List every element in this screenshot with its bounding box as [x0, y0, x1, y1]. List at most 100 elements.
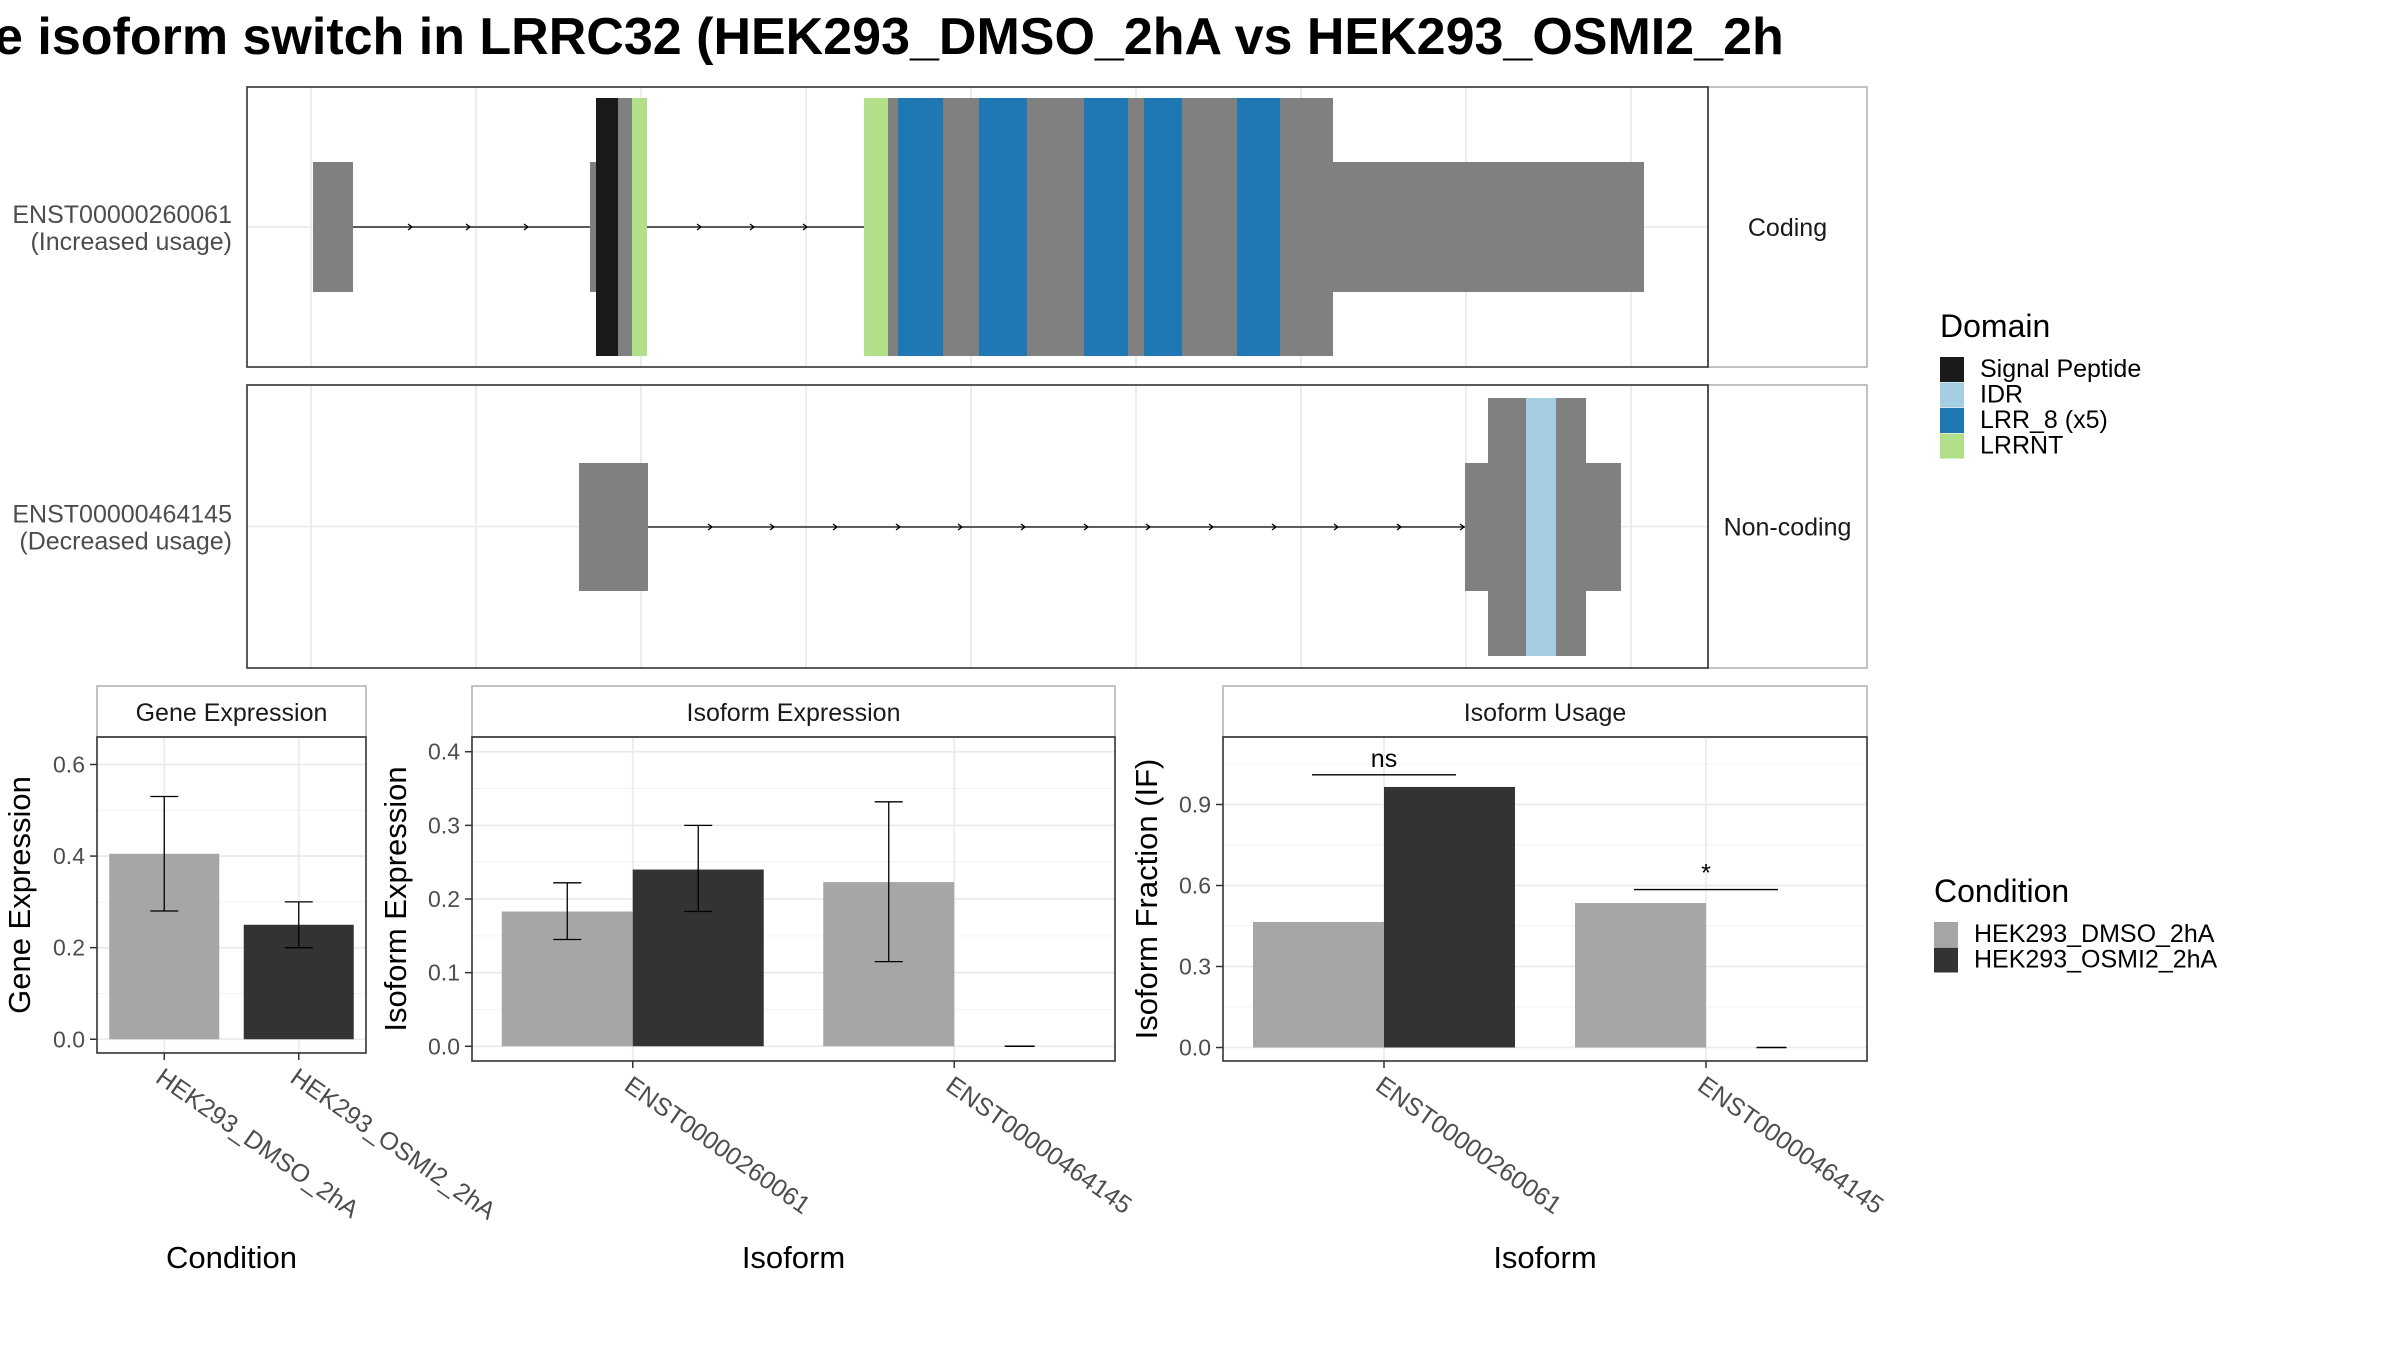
intron-arrow — [749, 223, 756, 231]
transcript-panel-1: Non-coding ENST00000464145(Decreased usag… — [12, 384, 1868, 669]
transcript-id: ENST00000464145 — [12, 501, 232, 529]
significance-label: * — [1701, 860, 1711, 888]
x-tick-label: ENST00000464145 — [941, 1071, 1137, 1220]
exon-utr — [1333, 162, 1644, 292]
intron-arrow — [1396, 523, 1403, 531]
y-tick-label: 0.6 — [53, 751, 85, 777]
y-axis-title: Isoform Fraction (IF) — [1129, 759, 1164, 1040]
intron-arrow — [696, 223, 703, 231]
exon-utr — [590, 162, 598, 292]
intron-arrow — [1020, 523, 1027, 531]
exon — [579, 463, 648, 591]
x-axis-title: Isoform — [742, 1240, 845, 1275]
y-tick-label: 0.6 — [1179, 873, 1211, 899]
legend-swatch — [1940, 382, 1964, 408]
legend-title: Domain — [1940, 308, 2050, 344]
legend-title: Condition — [1934, 873, 2069, 909]
domain-idr — [1526, 398, 1556, 656]
legend-swatch — [1934, 947, 1958, 973]
legend-label: Signal Peptide — [1980, 355, 2141, 383]
plot-frame — [96, 736, 367, 1054]
legend-swatch — [1940, 433, 1964, 459]
exon-cds — [618, 98, 632, 356]
strip-label: Coding — [1748, 214, 1827, 242]
domain-lrr8 — [1144, 98, 1182, 356]
plot-frame — [471, 736, 1116, 1062]
strip-label: Gene Expression — [136, 699, 328, 727]
legend-label: HEK293_DMSO_2hA — [1974, 920, 2215, 948]
legend-swatch — [1940, 408, 1964, 433]
strip-label: Isoform Usage — [1464, 699, 1627, 727]
domain-lrrnt — [632, 98, 647, 356]
y-axis-title: Gene Expression — [2, 776, 37, 1014]
y-tick-label: 0.0 — [1179, 1035, 1211, 1061]
chart-isoform-usage: Isoform Usage 0.0 0.3 0.6 0.9 ns * ENST00000260… — [1129, 685, 1889, 1275]
y-tick-label: 0.4 — [53, 843, 85, 869]
transcript-usage: (Increased usage) — [30, 228, 232, 256]
strip-label: Non-coding — [1724, 514, 1852, 542]
y-tick-label: 0.0 — [53, 1026, 85, 1052]
domain-lrr8 — [898, 98, 943, 356]
legend-swatch — [1940, 357, 1964, 382]
domain-lrr8 — [1237, 98, 1280, 356]
legend-label: LRRNT — [1980, 432, 2063, 460]
x-axis-title: Condition — [166, 1240, 297, 1275]
y-tick-label: 0.2 — [53, 935, 85, 961]
bar — [1575, 903, 1706, 1048]
x-axis-title: Isoform — [1493, 1240, 1596, 1275]
x-tick-label: ENST00000464145 — [1693, 1071, 1889, 1220]
y-tick-label: 0.1 — [428, 960, 460, 986]
exon-utr — [313, 162, 353, 292]
intron-arrow — [1145, 523, 1152, 531]
chart-gene-expression: Gene Expression0.00.20.40.6HEK293_DMSO_2… — [2, 685, 501, 1275]
strip-background — [1707, 384, 1868, 669]
y-tick-label: 0.3 — [1179, 954, 1211, 980]
intron-arrow — [957, 523, 964, 531]
strip-label: Isoform Expression — [687, 699, 901, 727]
intron-arrow — [1333, 523, 1340, 531]
domain-lrr8 — [1084, 98, 1128, 356]
legend-label: IDR — [1980, 381, 2023, 409]
domain-signal-peptide — [596, 98, 618, 356]
strip-background — [96, 685, 367, 738]
figure-title: e isoform switch in LRRC32 (HEK293_DMSO_… — [0, 8, 1784, 66]
x-tick-label: ENST00000260061 — [1371, 1071, 1567, 1220]
y-tick-label: 0.4 — [428, 739, 460, 765]
panel-frame — [246, 86, 1709, 368]
panel-frame — [246, 384, 1709, 669]
transcript-id: ENST00000260061 — [12, 201, 232, 229]
y-tick-label: 0.0 — [428, 1033, 460, 1059]
intron-arrow — [895, 523, 902, 531]
domain-lrrnt — [864, 98, 888, 356]
strip-background — [1707, 86, 1868, 368]
plot-frame — [1222, 736, 1868, 1062]
y-axis-title: Isoform Expression — [378, 766, 413, 1031]
intron-arrow — [407, 223, 414, 231]
y-tick-label: 0.2 — [428, 886, 460, 912]
intron-arrow — [1459, 523, 1466, 531]
intron-arrow — [802, 223, 809, 231]
intron-arrow — [523, 223, 530, 231]
legend-label: HEK293_OSMI2_2hA — [1974, 946, 2218, 974]
intron-arrow — [707, 523, 714, 531]
intron-arrow — [1208, 523, 1215, 531]
intron-arrow — [465, 223, 472, 231]
intron-arrow — [832, 523, 839, 531]
intron-arrow — [1271, 523, 1278, 531]
bar — [1253, 921, 1384, 1048]
significance-label: ns — [1371, 745, 1397, 773]
legend-label: LRR_8 (x5) — [1980, 406, 2108, 434]
bar — [1384, 786, 1515, 1048]
strip-background — [471, 685, 1116, 738]
legend-swatch — [1934, 922, 1958, 947]
chart-isoform-expression: Isoform Expression 0.0 0.1 0.2 0.3 0.4 ENST000… — [378, 685, 1137, 1275]
y-tick-label: 0.3 — [428, 812, 460, 838]
intron-arrow — [1083, 523, 1090, 531]
domain-lrr8 — [979, 98, 1027, 356]
intron-arrow — [769, 523, 776, 531]
transcript-panel-0: Coding ENST00000260061(Increased usage) — [12, 86, 1868, 368]
x-tick-label: ENST00000260061 — [619, 1071, 815, 1220]
